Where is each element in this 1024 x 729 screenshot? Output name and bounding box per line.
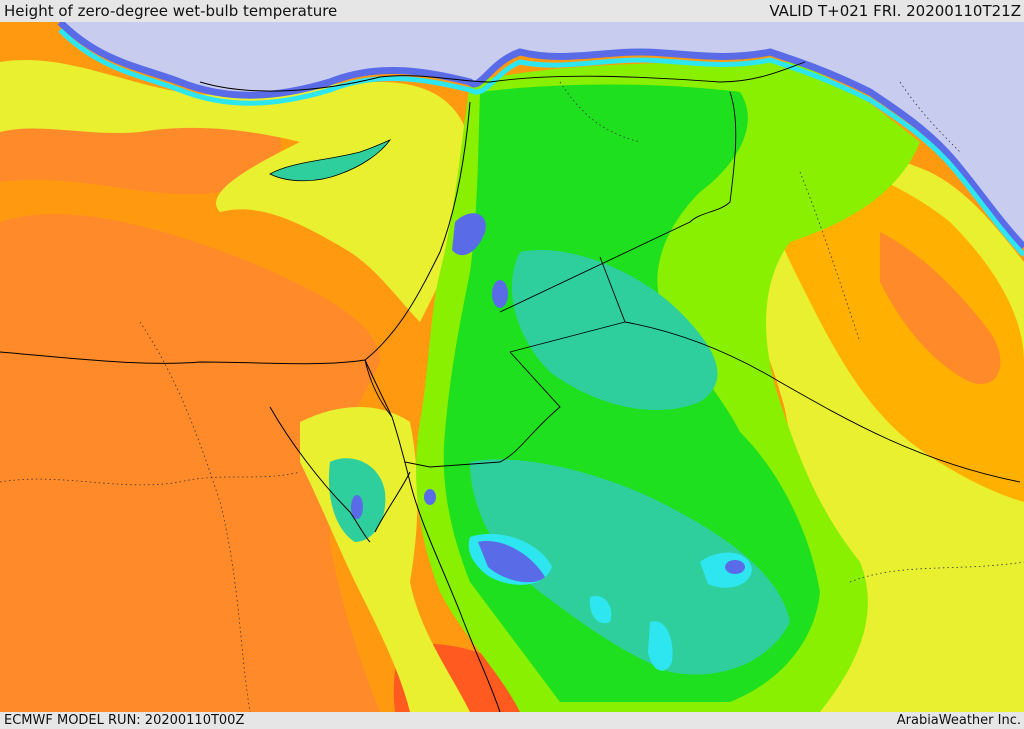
cyan-patch-3 [648, 621, 673, 671]
cold-north-region [60, 22, 1024, 247]
header-bar: Height of zero-degree wet-bulb temperatu… [0, 0, 1024, 22]
blue-spot-hejaz [424, 489, 436, 505]
country-borders [364, 61, 1021, 483]
valid-time-label: VALID T+021 FRI. 20200110T21Z [769, 2, 1021, 20]
map-title: Height of zero-degree wet-bulb temperatu… [4, 2, 338, 20]
blue-spot-south [725, 560, 745, 574]
weather-map[interactable] [0, 22, 1024, 712]
model-run-label: ECMWF MODEL RUN: 20200110T00Z [4, 713, 245, 728]
cyan-patch-4 [589, 596, 612, 624]
orange-dark-east [880, 232, 1001, 384]
blue-spot-lebanon [452, 213, 486, 256]
cyan-patch-1 [700, 552, 752, 588]
orange-east [767, 160, 1024, 502]
teal-zone-north [511, 250, 718, 411]
province-borders [0, 81, 1024, 712]
teal-zone-south [470, 459, 790, 675]
yellow-north-band [0, 59, 470, 323]
blue-spot-harrat [478, 541, 545, 583]
credit-label: ArabiaWeather Inc. [896, 713, 1021, 728]
cyan-rim-north [58, 28, 1024, 257]
orange-dark-egypt [0, 214, 380, 712]
blue-spot-sinai [351, 495, 363, 519]
map-canvas [0, 22, 1024, 712]
blue-spot-jordan [492, 280, 508, 308]
blue-rim-north [57, 22, 1024, 250]
coastlines [0, 75, 501, 712]
footer-bar: ECMWF MODEL RUN: 20200110T00Z ArabiaWeat… [0, 712, 1024, 729]
cyprus-island [269, 139, 392, 182]
